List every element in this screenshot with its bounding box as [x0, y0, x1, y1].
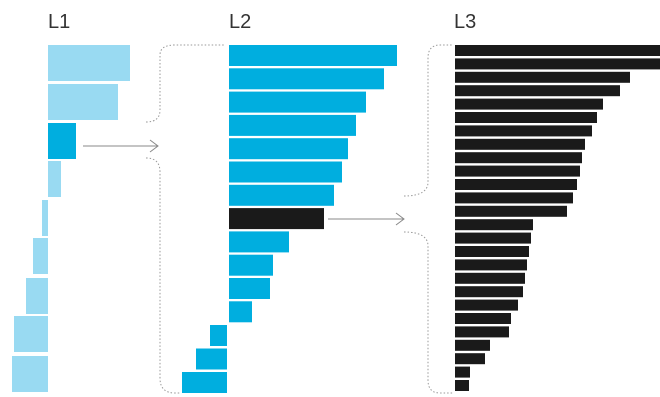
level-3-bar	[455, 58, 660, 70]
level-2-bracket	[145, 44, 225, 394]
level-3-bar	[455, 380, 469, 391]
level-1-title: L1	[48, 11, 70, 33]
level-1-bar	[48, 84, 118, 120]
level-3-title: L3	[454, 11, 476, 33]
level-1-bar	[14, 316, 48, 352]
level-3-bar	[455, 98, 603, 110]
level-3-bar	[455, 353, 485, 365]
level-3-bar	[455, 179, 577, 190]
level-1-bar	[42, 200, 48, 236]
level-3-bar	[455, 85, 620, 97]
level-2-bar	[229, 184, 334, 206]
level-2-bar	[182, 372, 227, 393]
level-2-title: L2	[229, 11, 251, 33]
level-2-bar	[229, 68, 384, 90]
level-3-bar	[455, 232, 531, 244]
drill-arrow-l2-to-l3	[328, 212, 405, 226]
level-1-bar	[48, 161, 61, 197]
level-1-bar	[48, 45, 130, 81]
level-3-bar	[455, 246, 529, 257]
level-1-bars	[12, 45, 130, 392]
level-3-bars	[455, 45, 660, 391]
level-2-bar	[229, 278, 270, 299]
level-3-bracket	[403, 44, 453, 394]
level-3-bar	[455, 219, 533, 231]
level-2-bar	[229, 161, 342, 183]
level-1-bar	[26, 278, 48, 314]
level-2-bar	[229, 138, 348, 160]
level-3-bar	[455, 112, 597, 123]
level-2-bar	[229, 91, 366, 113]
level-3-bar	[455, 339, 490, 351]
level-1-bar	[33, 238, 48, 274]
level-2-bar	[229, 254, 273, 276]
level-2-bar	[210, 325, 227, 346]
level-2-bar	[229, 45, 397, 66]
level-3-bar	[455, 286, 523, 298]
level-3-bar	[455, 192, 573, 204]
level-3-bar	[455, 272, 525, 284]
level-2-bar	[229, 114, 356, 136]
level-2-bar	[229, 301, 252, 323]
level-2-bars	[182, 45, 397, 393]
level-3-bar	[455, 165, 580, 177]
level-3-bar	[455, 205, 567, 217]
level-3-bar	[455, 71, 630, 83]
level-3-bar	[455, 299, 518, 311]
level-3-bar	[455, 138, 585, 150]
level-3-bar	[455, 366, 470, 378]
drill-arrow-l1-to-l2	[83, 139, 159, 153]
level-2-bar	[196, 348, 227, 370]
level-3-bar	[455, 45, 660, 56]
level-1-bar	[48, 123, 76, 159]
level-3-bar	[455, 259, 527, 271]
level-3-bar	[455, 152, 582, 164]
level-3-bar	[455, 125, 592, 137]
level-3-bar	[455, 313, 511, 324]
level-2-bar	[229, 208, 324, 230]
level-1-bar	[12, 356, 48, 392]
level-2-bar	[229, 231, 289, 253]
level-3-bar	[455, 326, 509, 338]
